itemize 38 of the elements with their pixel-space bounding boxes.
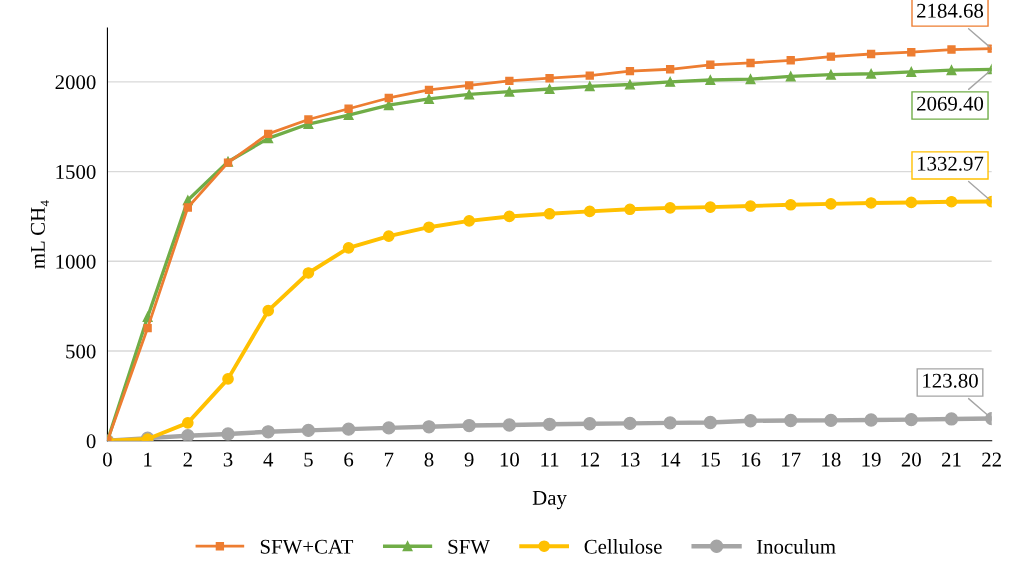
x-tick-label: 19 (862, 452, 881, 467)
x-axis-title: Day (532, 491, 567, 510)
x-tick-label: 22 (982, 452, 1001, 467)
data-label: 1332.97 (917, 156, 984, 171)
y-tick-label: 500 (66, 344, 96, 359)
x-tick-label: 4 (263, 452, 274, 467)
data-label: 123.80 (923, 373, 978, 388)
y-tick-label: 1500 (56, 164, 96, 180)
x-tick-label: 5 (304, 452, 313, 467)
legend-label: Inoculum (756, 539, 836, 554)
x-tick-label: 6 (344, 452, 354, 467)
legend-label: Cellulose (584, 539, 662, 554)
x-tick-label: 18 (822, 452, 841, 467)
x-tick-label: 20 (901, 452, 921, 467)
x-tick-label: 1 (144, 452, 152, 467)
y-tick-label: 2000 (55, 75, 96, 90)
x-tick-label: 9 (464, 452, 474, 467)
data-label: 2184.68 (917, 3, 984, 18)
x-tick-label: 3 (223, 452, 233, 467)
x-tick-label: 12 (581, 452, 600, 467)
y-tick-label: 1000 (56, 254, 96, 269)
x-tick-label: 0 (103, 452, 112, 467)
x-tick-label: 8 (424, 452, 434, 467)
x-tick-label: 2 (183, 452, 192, 467)
x-tick-label: 14 (661, 452, 681, 467)
x-tick-label: 13 (621, 452, 640, 467)
y-axis-title: mL CH₄ (30, 200, 49, 269)
y-tick-label: 0 (86, 434, 96, 449)
x-tick-label: 15 (701, 452, 720, 467)
x-tick-label: 16 (741, 452, 761, 467)
legend-label: SFW (448, 539, 490, 554)
x-tick-label: 17 (782, 452, 801, 467)
legend-label: SFW+CAT (260, 539, 354, 554)
x-tick-label: 11 (541, 452, 559, 467)
x-tick-label: 7 (384, 452, 394, 467)
data-label: 2069.40 (917, 96, 984, 111)
x-tick-label: 10 (500, 452, 519, 467)
x-tick-label: 21 (941, 452, 961, 467)
